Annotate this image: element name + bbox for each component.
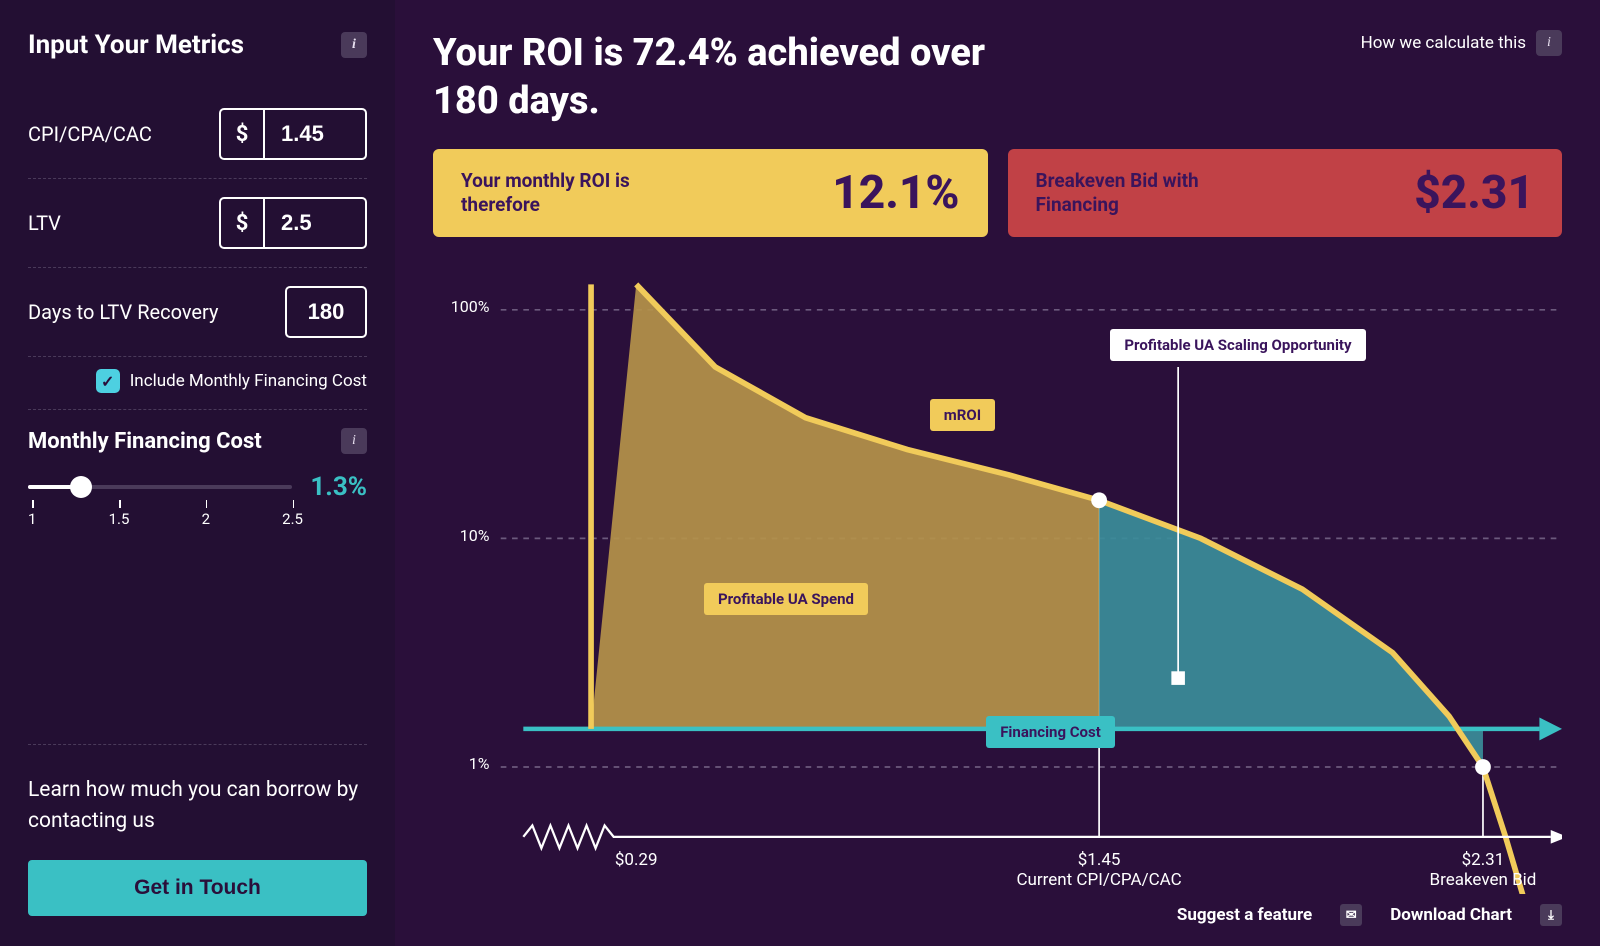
- bottom-links: Suggest a feature ✉ Download Chart ⤓: [433, 904, 1562, 926]
- financing-checkbox-row: ✓ Include Monthly Financing Cost: [28, 357, 367, 410]
- slider-ticks: 1 1.5 2 2.5: [28, 510, 303, 528]
- slider-title: Monthly Financing Cost: [28, 429, 262, 454]
- main-header: Your ROI is 72.4% achieved over 180 days…: [433, 30, 1562, 125]
- card-breakeven-label: Breakeven Bid with Financing: [1036, 169, 1236, 217]
- tick-4: 2.5: [282, 510, 303, 528]
- financing-checkbox[interactable]: ✓: [96, 369, 120, 393]
- ltv-prefix: $: [221, 199, 265, 247]
- card-breakeven: Breakeven Bid with Financing $2.31: [1008, 149, 1563, 237]
- field-cpa: CPI/CPA/CAC $: [28, 90, 367, 179]
- download-icon[interactable]: ⤓: [1540, 904, 1562, 926]
- days-label: Days to LTV Recovery: [28, 300, 218, 324]
- y-label: 1%: [433, 754, 489, 773]
- tick-2: 1.5: [109, 510, 130, 528]
- roi-title: Your ROI is 72.4% achieved over 180 days…: [433, 30, 993, 125]
- ltv-label: LTV: [28, 211, 61, 235]
- y-label: 10%: [433, 526, 489, 545]
- calc-link[interactable]: How we calculate this i: [1361, 30, 1562, 56]
- card-mroi-label: Your monthly ROI is therefore: [461, 169, 661, 217]
- tick-1: 1: [28, 510, 36, 528]
- x-label: $0.29: [546, 850, 727, 870]
- days-input[interactable]: [285, 286, 367, 338]
- sidebar-title: Input Your Metrics i: [28, 30, 367, 60]
- slider-value: 1.3%: [310, 472, 367, 502]
- chart-annotation: mROI: [930, 399, 995, 431]
- sidebar: Input Your Metrics i CPI/CPA/CAC $ LTV $…: [0, 0, 395, 946]
- slider-info-icon[interactable]: i: [341, 428, 367, 454]
- info-icon[interactable]: i: [341, 32, 367, 58]
- calc-info-icon[interactable]: i: [1536, 30, 1562, 56]
- chart: 100%10%1%$0.29$1.45Current CPI/CPA/CAC$2…: [433, 259, 1562, 894]
- suggest-link[interactable]: Suggest a feature: [1177, 905, 1312, 925]
- cpa-prefix: $: [221, 110, 265, 158]
- chart-annotation: Profitable UA Scaling Opportunity: [1110, 329, 1365, 361]
- card-mroi-value: 12.1%: [832, 166, 959, 220]
- sidebar-title-text: Input Your Metrics: [28, 30, 244, 60]
- x-label: $1.45Current CPI/CPA/CAC: [1009, 850, 1190, 890]
- borrow-text: Learn how much you can borrow by contact…: [28, 775, 367, 836]
- tick-3: 2: [202, 510, 210, 528]
- field-ltv: LTV $: [28, 179, 367, 268]
- x-label: $2.31Breakeven Bid: [1393, 850, 1574, 890]
- field-days: Days to LTV Recovery: [28, 268, 367, 357]
- ltv-input[interactable]: [265, 199, 365, 247]
- cpa-label: CPI/CPA/CAC: [28, 122, 152, 146]
- ltv-input-group: $: [219, 197, 367, 249]
- slider-thumb[interactable]: [70, 476, 92, 498]
- get-in-touch-button[interactable]: Get in Touch: [28, 860, 367, 916]
- sidebar-bottom: Learn how much you can borrow by contact…: [28, 744, 367, 916]
- download-link[interactable]: Download Chart: [1390, 905, 1512, 925]
- slider-track[interactable]: [28, 485, 292, 489]
- chart-annotation: Profitable UA Spend: [704, 583, 868, 615]
- cpa-input[interactable]: [265, 110, 365, 158]
- suggest-icon[interactable]: ✉: [1340, 904, 1362, 926]
- cpa-input-group: $: [219, 108, 367, 160]
- slider-section: Monthly Financing Cost i 1.3% 1 1.5 2 2.…: [28, 410, 367, 528]
- cards: Your monthly ROI is therefore 12.1% Brea…: [433, 149, 1562, 237]
- financing-check-label: Include Monthly Financing Cost: [130, 371, 367, 391]
- card-monthly-roi: Your monthly ROI is therefore 12.1%: [433, 149, 988, 237]
- y-label: 100%: [433, 297, 489, 316]
- card-breakeven-value: $2.31: [1414, 166, 1534, 220]
- chart-annotation: Financing Cost: [986, 716, 1115, 748]
- main: Your ROI is 72.4% achieved over 180 days…: [395, 0, 1600, 946]
- calc-link-text: How we calculate this: [1361, 33, 1526, 53]
